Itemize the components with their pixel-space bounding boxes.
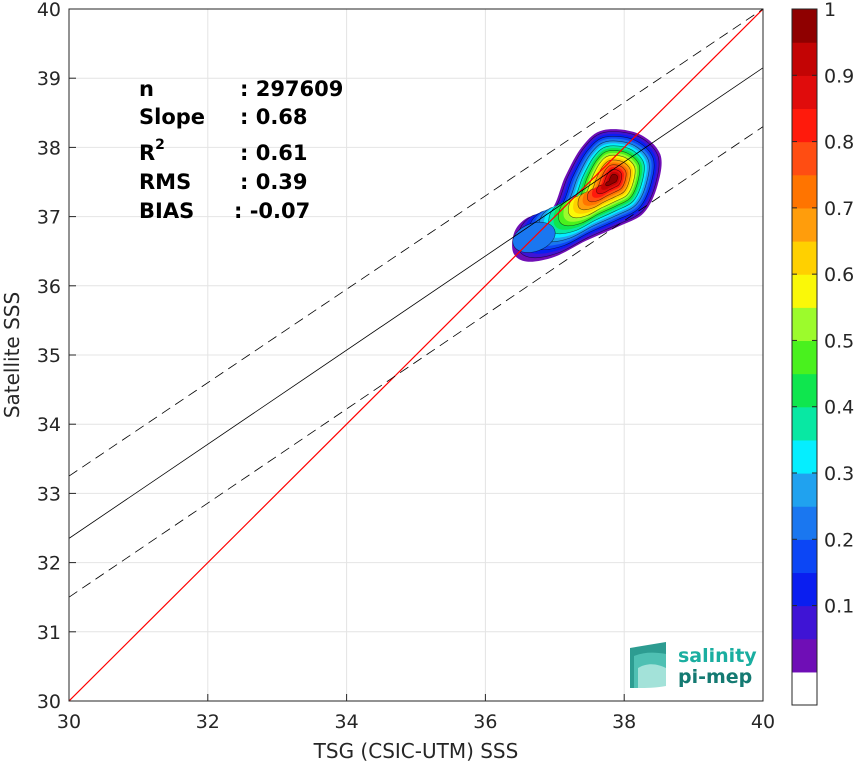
- colorbar: 0.1 0.2 0.3 0.4 0.5 0.6 0.7 0.8 0.9 1: [791, 0, 854, 706]
- stat-label-n: n: [139, 77, 154, 101]
- colorbar-swatch: [792, 638, 817, 673]
- x-axis-ticks: 30 32 34 36 38 40: [57, 694, 775, 733]
- colorbar-swatch: [792, 506, 817, 540]
- colorbar-tick-label: 0.4: [824, 397, 854, 419]
- x-tick-label: 34: [335, 711, 359, 733]
- stat-label-rms: RMS: [139, 170, 191, 194]
- y-tick-label: 38: [37, 137, 61, 159]
- logo-line1: salinity: [678, 645, 757, 667]
- colorbar-frame: [791, 8, 818, 706]
- colorbar-swatch: [792, 141, 817, 176]
- colorbar-swatch: [792, 174, 817, 209]
- stat-label-bias: BIAS: [139, 199, 194, 223]
- colorbar-swatch: [792, 373, 817, 408]
- y-tick-label: 37: [37, 207, 61, 229]
- identity-line: [69, 9, 763, 701]
- colorbar-swatch: [792, 671, 817, 706]
- grid: [68, 8, 764, 702]
- stat-value-r: : 0.61: [240, 141, 308, 165]
- y-tick-label: 31: [37, 622, 61, 644]
- fit-bound-upper: [69, 9, 763, 477]
- y-tick-label: 33: [37, 483, 61, 505]
- colorbar-swatch: [792, 473, 817, 507]
- colorbar-tick-label: 0.2: [824, 529, 854, 551]
- colorbar-swatch: [792, 9, 817, 43]
- colorbar-tick-label: 0.5: [824, 330, 854, 352]
- logo-line2: pi-mep: [678, 666, 752, 688]
- colorbar-swatch: [792, 572, 817, 607]
- colorbar-swatch: [792, 406, 817, 441]
- colorbar-swatch: [792, 605, 817, 640]
- colorbar-swatch: [792, 241, 817, 275]
- x-tick-label: 38: [612, 711, 636, 733]
- x-axis-label: TSG (CSIC-UTM) SSS: [313, 739, 519, 763]
- colorbar-swatch: [792, 75, 817, 110]
- colorbar-swatch: [792, 539, 817, 574]
- y-tick-label: 35: [37, 345, 61, 367]
- colorbar-tick-label: 1: [824, 0, 836, 21]
- y-tick-label: 30: [37, 691, 61, 713]
- x-tick-label: 32: [196, 711, 220, 733]
- stat-label-sup: 2: [155, 137, 165, 153]
- y-axis-label: Satellite SSS: [0, 292, 24, 418]
- y-axis-ticks: 30 31 32 33 34 35 36 37 38 39 40: [37, 0, 76, 713]
- colorbar-swatch: [792, 207, 817, 242]
- stat-label-slope: Slope: [139, 105, 205, 129]
- stat-value-rms: : 0.39: [240, 170, 308, 194]
- colorbar-tick-label: 0.9: [824, 65, 854, 87]
- stat-value-slope: : 0.68: [240, 105, 308, 129]
- colorbar-tick-label: 0.7: [824, 198, 854, 220]
- colorbar-swatch: [792, 439, 817, 474]
- density-contours: [512, 129, 662, 262]
- colorbar-swatch: [792, 307, 817, 342]
- y-tick-label: 36: [37, 276, 61, 298]
- y-tick-label: 32: [37, 553, 61, 575]
- colorbar-swatch: [792, 108, 817, 143]
- colorbar-tick-label: 0.6: [824, 264, 854, 286]
- x-tick-label: 36: [473, 711, 497, 733]
- x-tick-label: 40: [751, 711, 775, 733]
- fit-bound-lower: [69, 126, 763, 598]
- y-tick-label: 39: [37, 68, 61, 90]
- x-tick-label: 30: [57, 711, 81, 733]
- y-tick-label: 40: [37, 0, 61, 21]
- y-tick-label: 34: [37, 414, 61, 436]
- colorbar-tick-label: 0.8: [824, 132, 854, 154]
- colorbar-swatch: [792, 274, 817, 308]
- regression-lines: [69, 9, 763, 701]
- stat-value-bias: : -0.07: [234, 199, 310, 223]
- colorbar-swatch: [792, 340, 817, 375]
- salinity-pi-mep-logo: salinity pi-mep: [630, 642, 757, 688]
- colorbar-swatch: [792, 42, 817, 76]
- density-level-20: [605, 173, 618, 187]
- fit-line: [69, 67, 763, 539]
- colorbar-tick-label: 0.1: [824, 596, 854, 618]
- logo-wave-3: [638, 664, 666, 688]
- stat-value-n: : 297609: [240, 77, 343, 101]
- colorbar-tick-label: 0.3: [824, 463, 854, 485]
